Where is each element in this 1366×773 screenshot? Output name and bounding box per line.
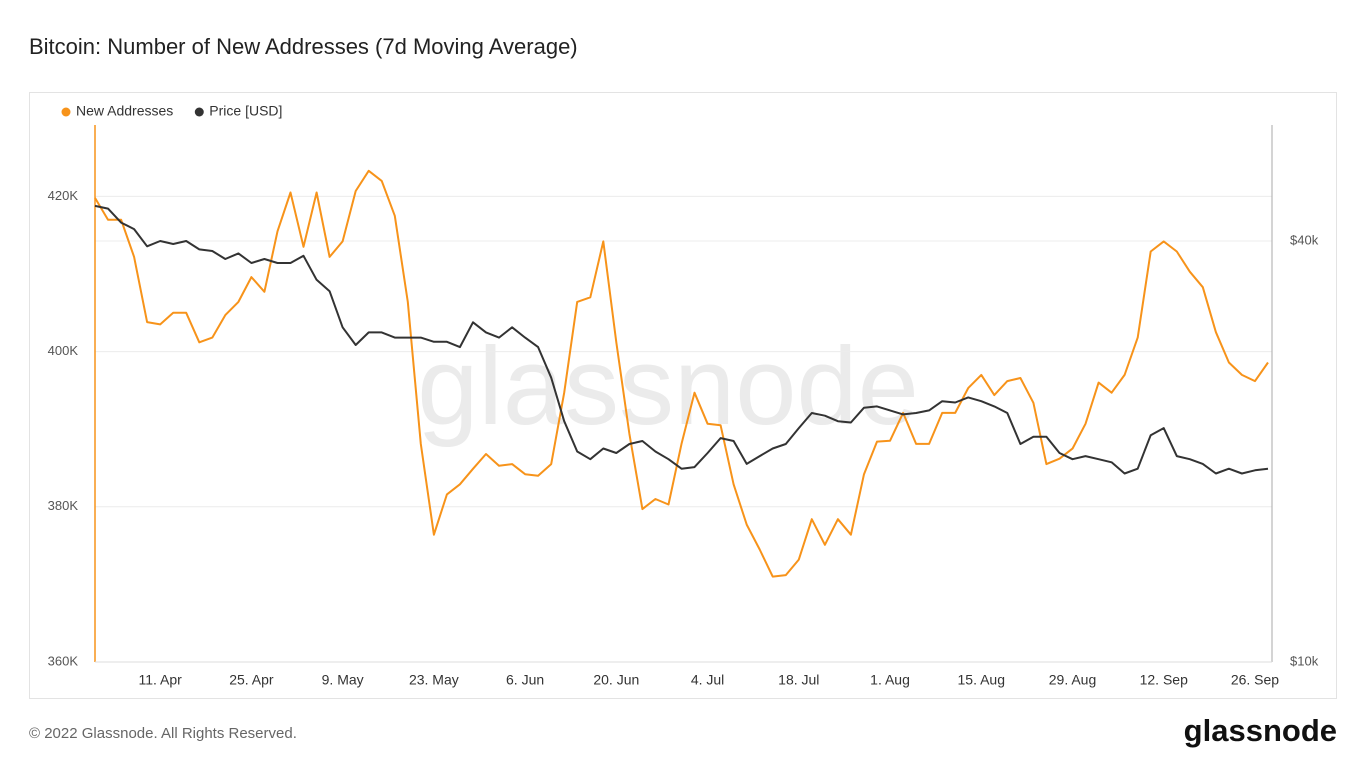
chart-title: Bitcoin: Number of New Addresses (7d Mov… [29, 34, 578, 59]
watermark: glassnode [417, 325, 919, 448]
x-tick-label: 15. Aug [958, 672, 1006, 688]
legend-label: New Addresses [76, 103, 173, 119]
y-tick-label: 400K [48, 343, 79, 358]
x-tick-label: 4. Jul [691, 672, 724, 688]
legend-marker [194, 107, 204, 117]
x-tick-label: 11. Apr [139, 672, 183, 688]
copyright: © 2022 Glassnode. All Rights Reserved. [29, 725, 297, 742]
x-tick-label: 20. Jun [593, 672, 639, 688]
x-tick-label: 26. Sep [1231, 672, 1279, 688]
y-tick-label: 380K [48, 498, 79, 513]
x-tick-label: 18. Jul [778, 672, 819, 688]
y2-tick-label: $10k [1290, 653, 1319, 668]
series-line [94, 204, 1269, 475]
logo: glassnode [1184, 713, 1337, 748]
x-tick-label: 25. Apr [229, 672, 274, 688]
chart-frame [29, 92, 1337, 699]
x-tick-label: 29. Aug [1049, 672, 1097, 688]
x-tick-label: 6. Jun [506, 672, 544, 688]
legend-label: Price [USD] [209, 103, 282, 119]
x-tick-label: 9. May [322, 672, 364, 688]
x-tick-label: 1. Aug [870, 672, 910, 688]
x-tick-label: 12. Sep [1140, 672, 1188, 688]
y-tick-label: 420K [48, 188, 79, 203]
legend-marker [61, 107, 71, 117]
y2-tick-label: $40k [1290, 232, 1319, 247]
series-line [94, 169, 1269, 578]
x-tick-label: 23. May [409, 672, 459, 688]
y-tick-label: 360K [48, 653, 79, 668]
